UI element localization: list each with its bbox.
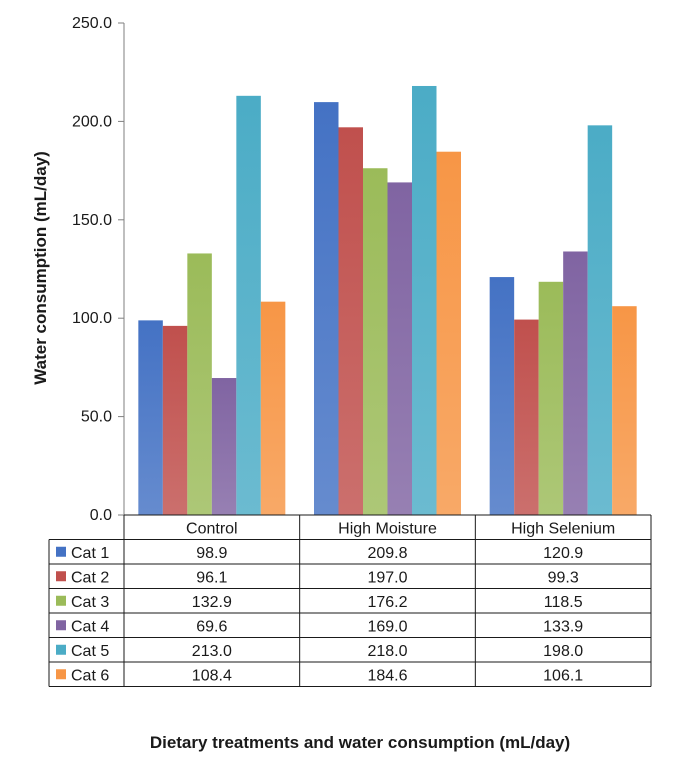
data-label: 106.1	[543, 667, 583, 684]
y-tick-label: 50.0	[81, 409, 112, 426]
legend-label: Cat 3	[71, 594, 109, 611]
data-label: 118.5	[544, 594, 583, 611]
legend-swatch	[56, 595, 66, 606]
bar-cat-1-high-moisture	[314, 102, 339, 516]
bar-cat-1-control	[138, 320, 163, 515]
y-axis: 0.0 50.0 100.0 150.0 200.0 250.0	[72, 15, 125, 524]
x-category-label: High Moisture	[338, 520, 437, 537]
bar-cat-2-high-selenium	[514, 319, 539, 515]
bar-cat-4-control	[211, 378, 237, 515]
data-label: 209.8	[367, 545, 407, 562]
data-label: 184.6	[367, 667, 407, 684]
bar-cat-5-control	[236, 95, 261, 515]
y-tick-label: 150.0	[72, 212, 112, 229]
data-label: 120.9	[543, 545, 583, 562]
legend-swatch	[56, 644, 66, 655]
data-label: 197.0	[367, 569, 407, 586]
bar-cat-4-high-moisture	[387, 182, 412, 515]
y-tick-label: 100.0	[72, 310, 112, 327]
bar-cat-2-high-moisture	[338, 127, 363, 515]
x-axis-title: Dietary treatments and water consumption…	[150, 733, 570, 752]
y-tick-label: 250.0	[72, 15, 112, 32]
bar-cat-5-high-selenium	[587, 125, 613, 515]
bar-cat-6-high-selenium	[612, 306, 637, 515]
bar-cat-6-high-moisture	[436, 151, 461, 515]
x-category-label: High Selenium	[511, 520, 615, 537]
legend-label: Cat 4	[71, 618, 109, 635]
legend-label: Cat 5	[71, 643, 109, 660]
bar-cat-3-control	[187, 253, 212, 515]
data-label: 98.9	[196, 545, 227, 562]
x-category-label: Control	[186, 520, 238, 537]
data-label: 176.2	[367, 594, 407, 611]
legend-label: Cat 1	[71, 545, 109, 562]
data-label: 69.6	[196, 618, 227, 635]
bar-cat-6-control	[260, 301, 286, 515]
bar-cat-5-high-moisture	[412, 85, 437, 515]
y-tick-label: 200.0	[72, 113, 112, 130]
legend-swatch	[56, 669, 66, 680]
data-label: 96.1	[196, 569, 227, 586]
legend-swatch	[56, 571, 66, 582]
bars	[138, 85, 637, 516]
data-table: Control High Moisture High Selenium Cat 1 98…	[48, 514, 652, 687]
y-tick-label: 0.0	[90, 507, 112, 524]
bar-cat-4-high-selenium	[563, 251, 588, 515]
legend-swatch	[56, 546, 66, 557]
data-label: 213.0	[192, 643, 232, 660]
data-label: 169.0	[367, 618, 407, 635]
data-label: 198.0	[543, 643, 583, 660]
bar-cat-2-control	[162, 325, 188, 515]
data-label: 133.9	[543, 618, 583, 635]
bar-cat-1-high-selenium	[489, 277, 515, 515]
legend-label: Cat 2	[71, 569, 109, 586]
bar-cat-3-high-selenium	[538, 281, 564, 515]
bar-cat-3-high-moisture	[363, 168, 388, 515]
legend-swatch	[56, 620, 66, 631]
data-label: 99.3	[548, 569, 579, 586]
legend-label: Cat 6	[71, 667, 109, 684]
y-axis-title: Water consumption (mL/day)	[31, 151, 50, 385]
data-label: 132.9	[192, 594, 232, 611]
data-label: 218.0	[367, 643, 407, 660]
data-label: 108.4	[192, 667, 232, 684]
